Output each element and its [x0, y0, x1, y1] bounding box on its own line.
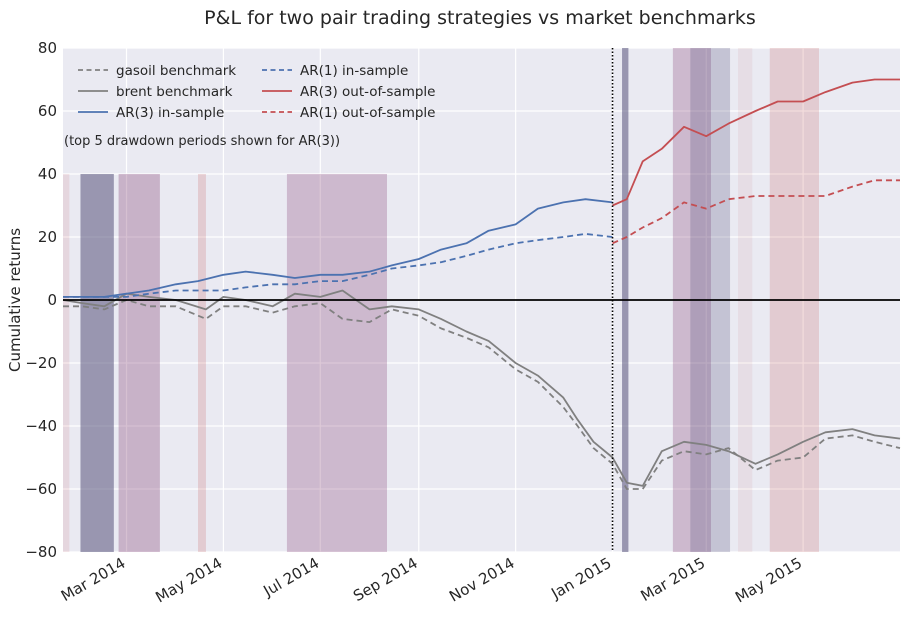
x-tick-label: Mar 2014 — [58, 554, 129, 605]
x-tick-label: Nov 2014 — [446, 554, 518, 606]
legend-label-ar-1-in-sample: AR(1) in-sample — [300, 63, 408, 79]
series-line-brent-benchmark — [62, 289, 901, 487]
legend-label-gasoil-benchmark: gasoil benchmark — [116, 63, 236, 79]
y-tick-label: 20 — [38, 228, 57, 246]
series-lines — [62, 78, 901, 490]
drawdown-period-band — [80, 174, 114, 552]
y-tick-label: −20 — [25, 354, 57, 372]
drawdown-period-band — [198, 174, 206, 552]
series-line-ar-1-out-of-sample — [612, 179, 900, 245]
series-line-ar-1-in-sample — [63, 232, 613, 298]
y-tick-label: 60 — [38, 102, 57, 120]
drawdown-period-band — [286, 174, 387, 552]
drawdown-note: (top 5 drawdown periods shown for AR(3)) — [64, 134, 340, 149]
x-tick-label: May 2014 — [152, 554, 225, 607]
x-tick-label: Jul 2014 — [260, 554, 323, 601]
y-axis-label: Cumulative returns — [6, 228, 24, 372]
series-line-ar-3-in-sample — [63, 198, 613, 298]
series-line-gasoil-benchmark — [63, 299, 901, 490]
drawdown-period-band — [63, 174, 70, 552]
x-tick-label: May 2015 — [732, 554, 805, 607]
y-axis-ticks: −80 −60 −40 −20 0 20 40 60 80 — [25, 39, 57, 561]
legend-label-ar-3-out-of-sample: AR(3) out-of-sample — [300, 84, 436, 100]
x-tick-label: Sep 2014 — [350, 554, 421, 605]
y-tick-label: −40 — [25, 417, 57, 435]
legend-label-ar-3-in-sample: AR(3) in-sample — [116, 105, 224, 121]
legend-label-ar-1-out-of-sample: AR(1) out-of-sample — [300, 105, 436, 121]
series-line-ar-3-out-of-sample — [612, 78, 900, 207]
y-tick-label: −80 — [25, 543, 57, 561]
drawdown-period-band — [118, 174, 160, 552]
x-axis-ticks: Mar 2014 May 2014 Jul 2014 Sep 2014 Nov 2014… — [58, 554, 805, 607]
x-tick-label: Mar 2015 — [638, 554, 709, 605]
reference-lines — [63, 48, 900, 552]
y-tick-label: −60 — [25, 480, 57, 498]
legend-label-brent-benchmark: brent benchmark — [116, 84, 233, 100]
y-tick-label: 80 — [38, 39, 57, 57]
chart-title: P&L for two pair trading strategies vs m… — [204, 7, 756, 29]
y-tick-label: 0 — [47, 291, 57, 309]
x-tick-label: Jan 2015 — [547, 554, 614, 603]
legend: gasoil benchmark brent benchmark AR(3) in-… — [78, 63, 436, 121]
y-tick-label: 40 — [38, 165, 57, 183]
